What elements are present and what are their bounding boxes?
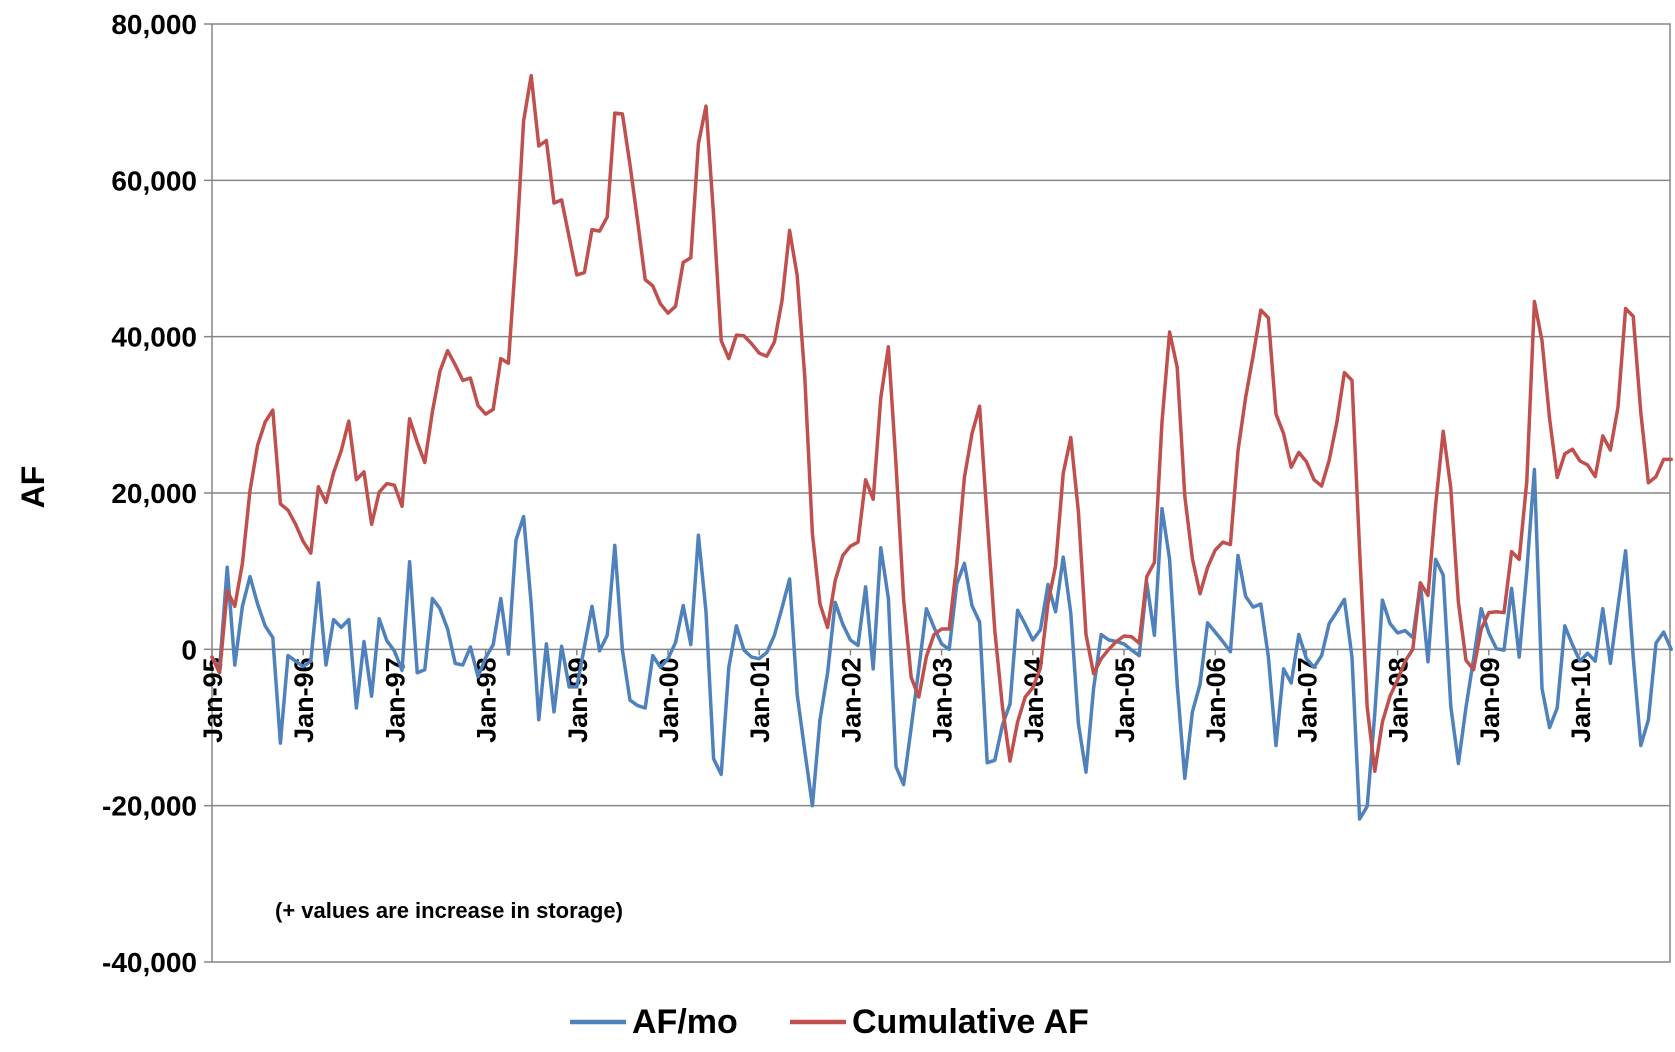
x-tick-label: Jan-07 xyxy=(1292,657,1322,743)
legend-label: Cumulative AF xyxy=(852,1003,1089,1041)
x-tick-label: Jan-10 xyxy=(1566,657,1596,743)
y-tick-label: -20,000 xyxy=(102,791,197,822)
x-tick-label: Jan-95 xyxy=(198,657,228,743)
y-axis-ticks: 80,000 60,000 40,000 20,000 0 -20,000 -40,000 xyxy=(102,9,212,978)
y-axis-label: AF xyxy=(15,466,51,509)
x-tick-label: Jan-01 xyxy=(745,657,775,743)
x-tick-label: Jan-97 xyxy=(380,657,410,743)
series-line-af-per-month xyxy=(210,467,1673,821)
legend: AF/mo Cumulative AF xyxy=(570,1003,1089,1041)
y-tick-label: 0 xyxy=(181,634,197,665)
series-lines xyxy=(210,73,1673,821)
x-axis-ticks: Jan-95 Jan-96 Jan-97 Jan-98 Jan-99 Jan-00 Jan-… xyxy=(198,649,1596,743)
x-tick-label: Jan-06 xyxy=(1201,657,1231,743)
storage-annotation: (+ values are increase in storage) xyxy=(275,898,623,923)
x-tick-label: Jan-02 xyxy=(836,657,866,743)
y-tick-label: 60,000 xyxy=(111,165,197,196)
x-tick-label: Jan-00 xyxy=(654,657,684,743)
x-tick-label: Jan-05 xyxy=(1110,657,1140,743)
y-tick-label: -40,000 xyxy=(102,947,197,978)
x-tick-label: Jan-09 xyxy=(1475,657,1505,743)
y-tick-label: 20,000 xyxy=(111,478,197,509)
legend-label: AF/mo xyxy=(632,1003,738,1041)
x-tick-label: Jan-03 xyxy=(928,657,958,743)
x-tick-label: Jan-96 xyxy=(289,657,319,743)
series-line-cumulative-af xyxy=(210,73,1673,774)
y-tick-label: 40,000 xyxy=(111,322,197,353)
y-tick-label: 80,000 xyxy=(111,9,197,40)
